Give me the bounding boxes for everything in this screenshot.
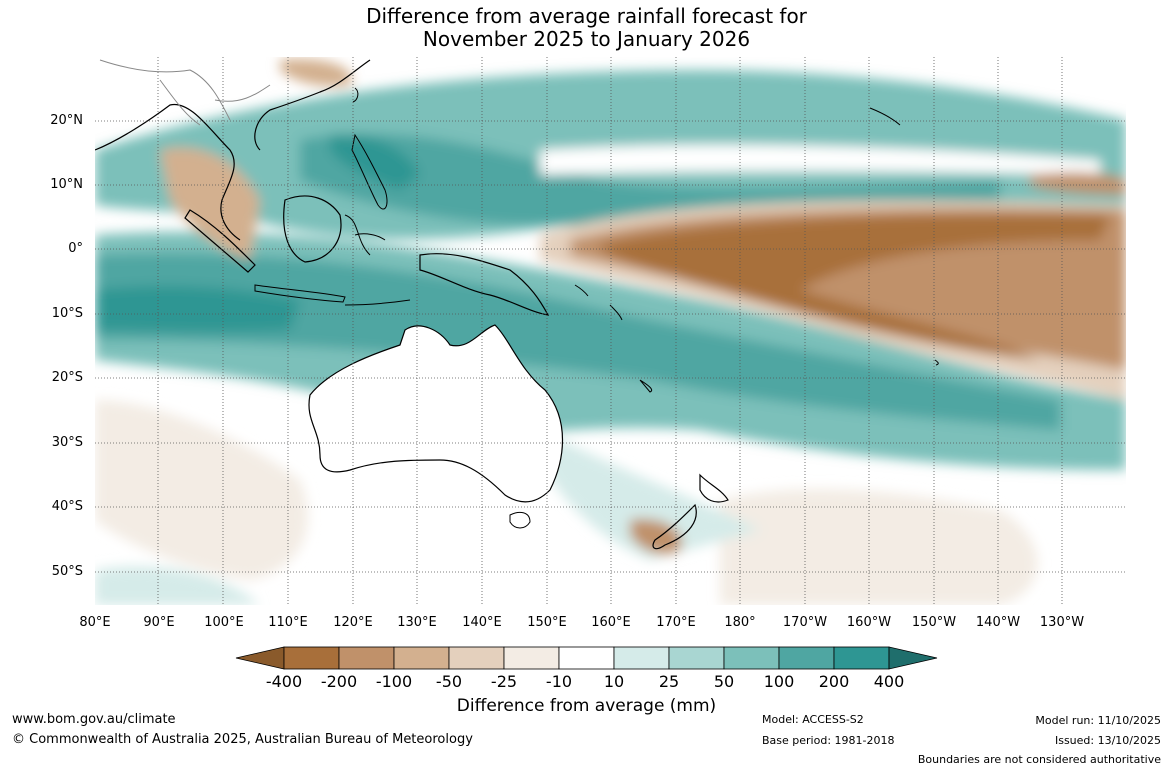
colorbar-label: -10 xyxy=(545,672,573,691)
issued-date: Issued: 13/10/2025 xyxy=(1054,734,1161,747)
title-line-2: November 2025 to January 2026 xyxy=(422,27,751,51)
colorbar-swatch xyxy=(668,646,725,670)
colorbar-label: 100 xyxy=(763,672,795,691)
colorbar-label: 25 xyxy=(658,672,680,691)
model-run: Model run: 11/10/2025 xyxy=(1035,714,1161,727)
title-line-1: Difference from average rainfall forecas… xyxy=(366,4,807,28)
colorbar-label: -100 xyxy=(375,672,413,691)
lon-label-130w: 130°W xyxy=(1039,615,1085,630)
colorbar-swatch xyxy=(778,646,835,670)
lat-label-40s: 40°S xyxy=(51,499,83,514)
colorbar-swatch xyxy=(723,646,780,670)
lon-label-140w: 140°W xyxy=(975,615,1021,630)
colorbar-label: 400 xyxy=(873,672,905,691)
lat-label-10n: 10°N xyxy=(50,177,83,192)
copyright: © Commonwealth of Australia 2025, Austra… xyxy=(12,732,473,747)
colorbar-swatch xyxy=(558,646,615,670)
colorbar-swatch xyxy=(283,646,340,670)
colorbar-arrow-left xyxy=(235,646,285,670)
colorbar-swatch xyxy=(613,646,670,670)
lat-label-30s: 30°S xyxy=(51,435,83,450)
lat-label-10s: 10°S xyxy=(51,306,83,321)
disclaimer: Boundaries are not considered authoritat… xyxy=(917,753,1161,766)
lon-label-180: 180° xyxy=(724,615,756,630)
colorbar-arrow-right xyxy=(888,646,938,670)
website-link[interactable]: www.bom.gov.au/climate xyxy=(12,712,176,727)
lat-label-0: 0° xyxy=(68,241,83,256)
lon-label-160w: 160°W xyxy=(846,615,892,630)
graticule xyxy=(95,57,1126,605)
lon-label-120e: 120°E xyxy=(333,615,373,630)
lat-label-50s: 50°S xyxy=(51,564,83,579)
lon-label-80e: 80°E xyxy=(79,615,111,630)
colorbar-swatch xyxy=(338,646,395,670)
colorbar-label: 10 xyxy=(603,672,625,691)
lon-label-170e: 170°E xyxy=(656,615,696,630)
base-period: Base period: 1981-2018 xyxy=(762,734,895,747)
lon-label-140e: 140°E xyxy=(462,615,502,630)
lon-label-160e: 160°E xyxy=(591,615,631,630)
lon-label-150w: 150°W xyxy=(911,615,957,630)
model-name: Model: ACCESS-S2 xyxy=(762,713,864,726)
colorbar xyxy=(235,646,938,670)
colorbar-title: Difference from average (mm) xyxy=(456,696,717,716)
colorbar-label: -50 xyxy=(435,672,463,691)
colorbar-swatch xyxy=(503,646,560,670)
colorbar-label: -25 xyxy=(490,672,518,691)
colorbar-swatch xyxy=(833,646,890,670)
colorbar-swatch xyxy=(448,646,505,670)
rainfall-field xyxy=(95,57,1126,605)
lon-label-90e: 90°E xyxy=(143,615,175,630)
lon-label-100e: 100°E xyxy=(204,615,244,630)
colorbar-label: -400 xyxy=(265,672,303,691)
colorbar-label: -200 xyxy=(320,672,358,691)
lon-label-170w: 170°W xyxy=(782,615,828,630)
colorbar-label: 50 xyxy=(713,672,735,691)
colorbar-label: 200 xyxy=(818,672,850,691)
lon-label-150e: 150°E xyxy=(527,615,567,630)
colorbar-swatch xyxy=(393,646,450,670)
lon-label-110e: 110°E xyxy=(268,615,308,630)
lat-label-20s: 20°S xyxy=(51,370,83,385)
lon-label-130e: 130°E xyxy=(397,615,437,630)
lat-label-20n: 20°N xyxy=(50,113,83,128)
